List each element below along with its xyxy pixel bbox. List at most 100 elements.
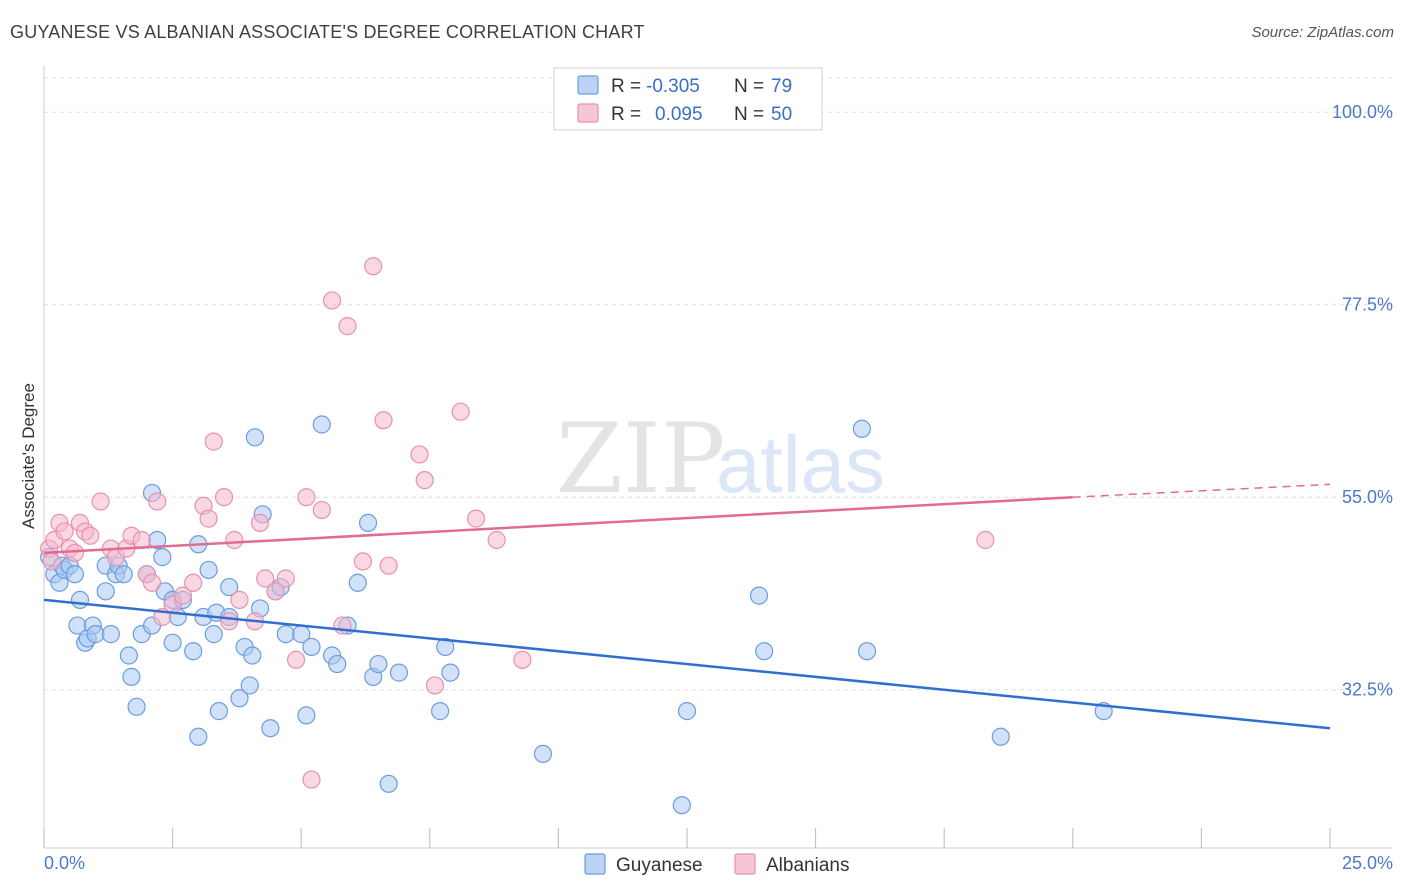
guyanese-point (209, 702, 228, 721)
albanian-point (225, 530, 244, 550)
watermark-zip: ZIP (556, 403, 725, 515)
points-layer (40, 257, 1113, 815)
guyanese-point (70, 590, 90, 609)
albanian-point (204, 432, 223, 451)
bottom-legend-label-guyanese: Guyanese (616, 855, 703, 876)
guyanese-point (276, 625, 295, 644)
albanian-point (379, 556, 398, 575)
guyanese-point (389, 663, 409, 682)
guyanese-point (533, 744, 553, 763)
albanian-point (276, 569, 295, 588)
albanian-point (250, 513, 270, 532)
albanian-point (415, 471, 434, 490)
albanian-point (451, 402, 470, 421)
guyanese-point (436, 637, 455, 657)
albanian-point (976, 530, 995, 550)
y-tick-label: 77.5% (1342, 295, 1393, 315)
guyanese-point (86, 625, 105, 644)
guyanese-point (379, 774, 398, 793)
x-tick-label-min: 0.0% (44, 853, 85, 873)
guyanese-point (755, 642, 774, 661)
guyanese-point (114, 565, 133, 584)
chart-title: GUYANESE VS ALBANIAN ASSOCIATE'S DEGREE … (10, 22, 645, 42)
legend-n-label-albanians: N = (734, 104, 764, 125)
guyanese-point (677, 702, 697, 721)
albanian-point (65, 543, 84, 562)
x-tick-label-max: 25.0% (1342, 853, 1393, 873)
axes-layer: 32.5% 55.0% 77.5% 100.0% (43, 66, 1393, 849)
albanian-point (214, 488, 234, 507)
albanian-point (173, 586, 192, 605)
albanian-point (256, 569, 275, 588)
guyanese-trend-line (43, 598, 1331, 730)
albanian-point (142, 573, 162, 592)
legend-swatch-guyanese (577, 75, 599, 95)
chart-source: Source: ZipAtlas.com (1251, 24, 1394, 41)
legend-r-label-albanians: R = (611, 104, 641, 125)
guyanese-point (245, 428, 265, 447)
legend-n-label-guyanese: N = (734, 76, 764, 97)
guyanese-point (672, 796, 691, 815)
legend-n-value-albanians: 50 (771, 104, 792, 125)
guyanese-point (230, 689, 249, 708)
guyanese-point (220, 577, 239, 597)
trend-layer (43, 483, 1331, 730)
albanian-trend-line (43, 495, 1073, 555)
albanian-point (513, 650, 532, 669)
legend-r-value-guyanese: -0.305 (646, 76, 700, 97)
bottom-legend-swatch-guyanese (584, 853, 606, 875)
guyanese-point (441, 663, 460, 682)
albanian-point (286, 650, 306, 669)
guyanese-point (153, 548, 172, 567)
albanian-point (410, 445, 429, 464)
guyanese-point (127, 697, 146, 716)
albanian-point (353, 552, 373, 571)
guyanese-point (199, 560, 218, 580)
albanian-point (302, 770, 321, 789)
albanian-point (184, 573, 203, 592)
guyanese-point (65, 565, 84, 584)
guyanese-point (852, 419, 871, 438)
albanian-point (297, 488, 316, 507)
guyanese-point (122, 667, 141, 686)
albanian-point (81, 526, 100, 545)
y-axis-title: Associate's Degree (19, 383, 38, 529)
y-tick-label: 32.5% (1342, 680, 1393, 700)
albanian-point (91, 492, 110, 511)
albanian-point (312, 500, 331, 520)
legend-r-label-guyanese: R = (611, 76, 641, 97)
guyanese-point (991, 727, 1010, 746)
guyanese-point (297, 706, 316, 725)
guyanese-point (243, 646, 262, 665)
bottom-legend-swatch-albanians (734, 853, 756, 875)
guyanese-point (302, 637, 321, 657)
legend-r-value-albanians: 0.095 (655, 104, 703, 125)
albanian-point (374, 411, 393, 430)
guyanese-point (328, 654, 347, 674)
albanian-point (338, 317, 357, 336)
guyanese-point (857, 642, 877, 661)
guyanese-point (204, 625, 223, 644)
albanian-point (220, 612, 239, 631)
bottom-legend-label-albanians: Albanians (766, 855, 849, 876)
guyanese-point (261, 719, 280, 738)
albanian-point (364, 257, 383, 276)
albanian-point (487, 530, 506, 550)
legend-swatch-albanians (577, 103, 599, 123)
albanian-point (132, 530, 151, 550)
guyanese-point (348, 573, 367, 592)
albanian-point (266, 582, 285, 601)
albanian-trend-line-extension (1072, 483, 1331, 498)
guyanese-point (189, 727, 208, 746)
guyanese-point (119, 646, 138, 665)
guyanese-point (101, 625, 120, 644)
albanian-point (230, 590, 249, 609)
albanian-point (425, 676, 445, 695)
albanian-point (199, 509, 218, 528)
albanian-point (322, 291, 342, 310)
legend-n-value-guyanese: 79 (771, 76, 792, 97)
guyanese-point (358, 513, 378, 532)
guyanese-point (749, 586, 769, 605)
albanian-point (148, 492, 167, 511)
